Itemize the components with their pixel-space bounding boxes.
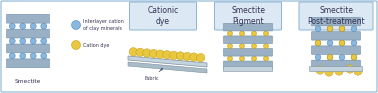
Circle shape [251,44,257,49]
Circle shape [327,54,333,60]
Circle shape [327,26,333,32]
FancyBboxPatch shape [6,14,50,23]
Text: Interlayer cation
of clay minerals: Interlayer cation of clay minerals [83,19,124,31]
Text: Smectite: Smectite [15,79,41,84]
Circle shape [149,49,158,58]
Circle shape [339,54,345,60]
Circle shape [228,31,232,36]
Circle shape [240,56,245,61]
FancyBboxPatch shape [223,23,273,31]
Circle shape [316,66,324,74]
FancyBboxPatch shape [311,60,361,69]
Circle shape [41,53,47,59]
FancyBboxPatch shape [311,46,361,54]
Circle shape [190,53,198,61]
Circle shape [251,31,257,36]
FancyBboxPatch shape [130,2,197,30]
Circle shape [327,40,333,46]
Text: Smectite
Pigment: Smectite Pigment [231,6,265,26]
Circle shape [143,49,151,57]
FancyBboxPatch shape [223,36,273,44]
FancyBboxPatch shape [6,44,50,53]
Circle shape [228,56,232,61]
Circle shape [339,26,345,32]
Circle shape [197,53,205,62]
Circle shape [129,48,138,56]
Polygon shape [128,56,207,67]
Circle shape [315,54,321,60]
FancyBboxPatch shape [310,66,363,72]
Circle shape [163,51,171,59]
Circle shape [71,40,81,49]
Circle shape [41,38,47,44]
Circle shape [351,54,357,60]
Circle shape [30,23,36,29]
Circle shape [339,40,345,46]
Text: Smectite
Post-treatment: Smectite Post-treatment [307,6,365,26]
Circle shape [228,44,232,49]
FancyBboxPatch shape [311,32,361,40]
Circle shape [263,31,268,36]
Circle shape [335,67,343,75]
Circle shape [263,44,268,49]
FancyBboxPatch shape [1,1,377,92]
Circle shape [30,53,36,59]
Circle shape [354,67,362,75]
Circle shape [156,50,164,58]
Circle shape [20,53,26,59]
Circle shape [325,68,333,76]
FancyBboxPatch shape [6,29,50,38]
Circle shape [169,51,178,60]
Circle shape [30,38,36,44]
Circle shape [263,56,268,61]
Circle shape [20,38,26,44]
Circle shape [41,23,47,29]
Circle shape [176,52,185,60]
Text: Fabric: Fabric [145,69,163,81]
Circle shape [346,65,354,73]
FancyBboxPatch shape [214,2,282,30]
FancyBboxPatch shape [223,61,273,69]
Circle shape [351,40,357,46]
Circle shape [9,53,15,59]
Text: Cationic
dye: Cationic dye [147,6,179,26]
Circle shape [351,26,357,32]
FancyBboxPatch shape [299,2,373,30]
Circle shape [351,54,357,60]
FancyBboxPatch shape [223,66,273,72]
Circle shape [339,40,345,46]
FancyBboxPatch shape [6,59,50,68]
Circle shape [9,23,15,29]
Circle shape [240,44,245,49]
Circle shape [251,56,257,61]
FancyBboxPatch shape [223,48,273,56]
Circle shape [20,23,26,29]
Circle shape [327,54,333,60]
Circle shape [71,20,81,29]
FancyBboxPatch shape [311,17,361,26]
Circle shape [315,40,321,46]
Circle shape [240,31,245,36]
Circle shape [339,26,345,32]
Circle shape [136,48,144,57]
Circle shape [183,52,191,61]
Circle shape [315,40,321,46]
Polygon shape [128,62,207,73]
Text: Cation dye: Cation dye [83,43,109,48]
Circle shape [9,38,15,44]
Circle shape [327,26,333,32]
Circle shape [315,26,321,32]
